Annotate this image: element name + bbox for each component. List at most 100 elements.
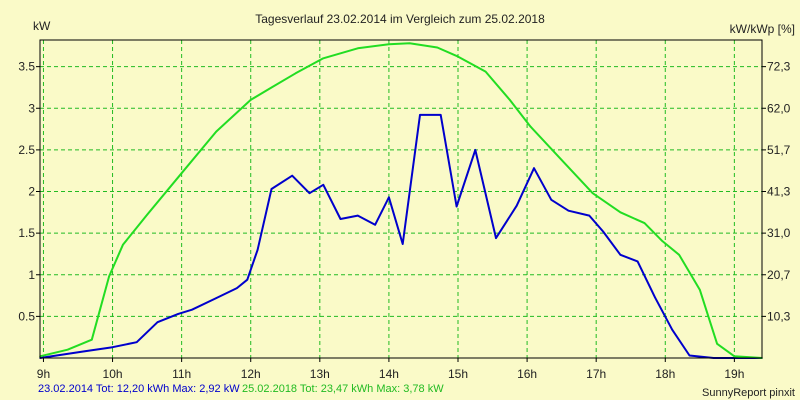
data-point-2 bbox=[270, 86, 273, 89]
data-point-1 bbox=[339, 218, 342, 220]
y-tick-label-left: 1 bbox=[28, 268, 35, 282]
data-point-1 bbox=[654, 296, 656, 299]
data-point-2 bbox=[509, 99, 511, 101]
plot-area-border bbox=[39, 39, 763, 359]
legend-series-1: 23.02.2014 Tot: 12,20 kWh Max: 2,92 kW bbox=[38, 383, 240, 395]
y-tick-label-right: 72,3 bbox=[767, 60, 791, 74]
data-point-1 bbox=[84, 350, 86, 353]
grid-lines bbox=[40, 40, 762, 358]
x-tick-label: 10h bbox=[103, 367, 123, 381]
x-tick-label: 12h bbox=[241, 367, 261, 381]
data-point-2 bbox=[436, 46, 439, 49]
data-point-1 bbox=[177, 313, 179, 315]
x-tick-label: 19h bbox=[724, 367, 744, 381]
x-tick-label: 13h bbox=[310, 367, 330, 381]
data-point-2 bbox=[716, 343, 718, 345]
data-point-1 bbox=[495, 237, 497, 239]
data-point-2 bbox=[661, 239, 663, 242]
axes bbox=[36, 39, 766, 362]
series-line-2 bbox=[39, 42, 763, 359]
legend-series-2: 25.02.2018 Tot: 23,47 kWh Max: 3,78 kW bbox=[242, 383, 444, 395]
chart-title: Tagesverlauf 23.02.2014 im Vergleich zum… bbox=[255, 12, 545, 26]
data-point-2 bbox=[591, 192, 594, 194]
data-point-1 bbox=[439, 114, 442, 116]
data-point-2 bbox=[215, 130, 217, 133]
data-point-2 bbox=[180, 172, 183, 174]
data-point-1 bbox=[322, 184, 325, 186]
y-tick-label-left: 0.5 bbox=[18, 309, 35, 323]
data-point-2 bbox=[560, 159, 563, 161]
tick-labels: 9h 10h 11h 12h 13h 14h 15h 16h 17h 18h 19h 0.5 1 1.5 2… bbox=[18, 60, 790, 381]
y-tick-label-left: 2.5 bbox=[18, 143, 35, 157]
data-point-1 bbox=[602, 230, 604, 233]
data-point-2 bbox=[91, 338, 93, 341]
data-point-2 bbox=[619, 211, 622, 214]
series-group bbox=[39, 42, 763, 359]
x-tick-label: 15h bbox=[448, 367, 468, 381]
data-point-1 bbox=[636, 260, 639, 263]
data-point-1 bbox=[357, 214, 359, 217]
x-tick-label: 16h bbox=[517, 367, 537, 381]
data-point-1 bbox=[533, 167, 535, 169]
data-point-1 bbox=[135, 341, 138, 344]
y-tick-label-right: 62,0 bbox=[767, 101, 791, 115]
data-point-1 bbox=[308, 192, 311, 194]
data-point-2 bbox=[122, 244, 124, 246]
y-tick-label-left: 3 bbox=[28, 101, 35, 115]
data-point-1 bbox=[256, 249, 259, 251]
data-point-2 bbox=[484, 70, 487, 73]
data-point-1 bbox=[246, 278, 249, 281]
data-point-1 bbox=[515, 204, 518, 207]
data-point-2 bbox=[408, 42, 411, 45]
y-tick-label-right: 41,3 bbox=[767, 185, 791, 199]
data-point-1 bbox=[567, 209, 570, 212]
data-point-1 bbox=[156, 321, 159, 324]
data-point-1 bbox=[215, 297, 217, 299]
data-point-2 bbox=[146, 214, 148, 216]
data-point-2 bbox=[678, 254, 680, 256]
data-point-1 bbox=[401, 243, 404, 245]
data-point-1 bbox=[191, 308, 193, 311]
x-tick-label: 14h bbox=[379, 367, 399, 381]
data-point-2 bbox=[643, 222, 646, 224]
data-point-2 bbox=[388, 43, 390, 45]
data-point-1 bbox=[588, 214, 591, 217]
data-point-2 bbox=[66, 348, 69, 351]
data-point-2 bbox=[699, 288, 701, 291]
data-point-1 bbox=[455, 205, 458, 208]
data-point-2 bbox=[357, 47, 359, 50]
data-point-1 bbox=[474, 149, 477, 151]
data-point-2 bbox=[108, 275, 110, 278]
x-tick-label: 17h bbox=[586, 367, 606, 381]
data-point-2 bbox=[529, 125, 532, 128]
data-point-1 bbox=[688, 354, 691, 357]
y-tick-label-right: 31,0 bbox=[767, 226, 791, 240]
y-tick-label-right: 51,7 bbox=[767, 143, 791, 157]
data-point-1 bbox=[619, 254, 622, 256]
data-point-1 bbox=[550, 199, 553, 201]
y-tick-label-right: 10,3 bbox=[767, 309, 791, 323]
series-line-1 bbox=[39, 113, 762, 359]
data-point-1 bbox=[111, 346, 114, 349]
y-tick-label-left: 1.5 bbox=[18, 226, 35, 240]
data-point-2 bbox=[457, 55, 459, 58]
data-point-2 bbox=[733, 355, 736, 358]
y-tick-label-right: 20,7 bbox=[767, 268, 791, 282]
y-axis-right-label: kW/kWp [%] bbox=[730, 22, 795, 36]
data-point-1 bbox=[374, 224, 376, 226]
data-point-1 bbox=[671, 328, 673, 331]
source-label: SunnyReport pinxit bbox=[702, 387, 795, 399]
data-point-1 bbox=[291, 174, 294, 177]
data-point-1 bbox=[236, 287, 238, 289]
y-tick-label-left: 3.5 bbox=[18, 60, 35, 74]
y-axis-left-label: kW bbox=[33, 19, 51, 33]
data-point-2 bbox=[322, 57, 325, 60]
y-tick-label-left: 2 bbox=[28, 185, 35, 199]
x-tick-label: 9h bbox=[37, 367, 50, 381]
data-point-1 bbox=[388, 196, 390, 199]
x-tick-label: 11h bbox=[172, 367, 191, 381]
data-point-2 bbox=[294, 72, 297, 75]
x-tick-label: 18h bbox=[655, 367, 675, 381]
